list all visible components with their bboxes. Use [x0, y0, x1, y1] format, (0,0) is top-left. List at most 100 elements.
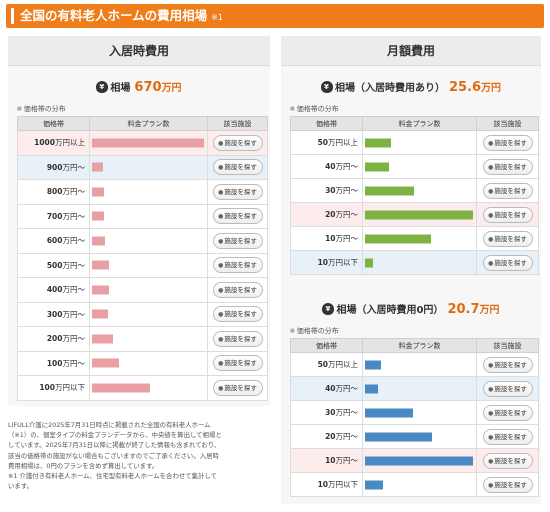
plan-count-cell: [362, 424, 477, 449]
search-facility-button[interactable]: 施設を探す: [482, 158, 533, 175]
price-unit: 万円～: [62, 334, 86, 344]
facility-cell: 施設を探す: [476, 130, 539, 155]
search-facility-button[interactable]: 施設を探す: [212, 183, 263, 200]
search-facility-button[interactable]: 施設を探す: [212, 281, 263, 298]
price-range-cell: 1000万円以上: [17, 130, 90, 156]
table-row: 40万円～ 施設を探す: [290, 376, 539, 401]
search-facility-button[interactable]: 施設を探す: [482, 182, 533, 199]
table-row: 1000万円以上 施設を探す: [17, 130, 268, 156]
price-unit: 万円～: [335, 234, 359, 243]
price-range-cell: 10万円～: [290, 226, 363, 251]
column-header: 料金プラン数: [362, 116, 477, 131]
table-row: 30万円～ 施設を探す: [290, 400, 539, 425]
footnote-line: 費用相場は、0円のプランを含めず算出しています。: [8, 461, 159, 470]
price-range-cell: 700万円～: [17, 203, 90, 229]
search-facility-button[interactable]: 施設を探す: [482, 134, 533, 151]
price-unit: 万円～: [335, 384, 359, 393]
price-value: 10: [325, 234, 336, 243]
plan-count-cell: [89, 154, 208, 180]
plan-count-bar: [92, 334, 113, 344]
price-value: 1000: [34, 138, 55, 148]
price-unit: 万円以下: [328, 258, 358, 267]
table-row: 200万円～ 施設を探す: [17, 326, 268, 352]
column-header: 該当施設: [207, 116, 268, 131]
price-unit: 万円～: [335, 186, 359, 195]
table-row: 10万円以下 施設を探す: [290, 472, 539, 497]
plan-count-bar: [365, 360, 381, 369]
plan-count-cell: [362, 202, 477, 227]
search-facility-button[interactable]: 施設を探す: [212, 379, 263, 396]
table-header-row: 価格帯 料金プラン数 該当施設: [17, 116, 268, 131]
search-facility-button[interactable]: 施設を探す: [212, 134, 263, 151]
search-facility-button[interactable]: 施設を探す: [482, 356, 533, 373]
plan-count-cell: [362, 130, 477, 155]
search-facility-button[interactable]: 施設を探す: [482, 428, 533, 445]
facility-cell: 施設を探す: [476, 400, 539, 425]
search-facility-button[interactable]: 施設を探す: [482, 254, 533, 271]
price-value: 800: [46, 187, 63, 197]
table-row: 600万円～ 施設を探す: [17, 228, 268, 254]
price-range-cell: 40万円～: [290, 376, 363, 401]
facility-cell: 施設を探す: [476, 202, 539, 227]
price-value: 40: [325, 162, 336, 171]
plan-count-cell: [89, 301, 208, 327]
price-unit: 万円～: [62, 211, 86, 221]
money-bag-icon: [320, 81, 333, 93]
plan-count-cell: [362, 178, 477, 203]
search-facility-button[interactable]: 施設を探す: [482, 476, 533, 493]
price-range-cell: 10万円以下: [290, 250, 363, 275]
search-facility-button[interactable]: 施設を探す: [482, 380, 533, 397]
plan-count-cell: [89, 326, 208, 352]
search-facility-button[interactable]: 施設を探す: [212, 306, 263, 323]
price-value: 100: [39, 383, 55, 393]
search-facility-button[interactable]: 施設を探す: [482, 452, 533, 469]
price-unit: 万円～: [62, 285, 86, 295]
price-value: 50: [317, 138, 328, 147]
initial-cost-heading: 入居時費用: [8, 36, 270, 66]
footnote-line: ※1 介護付き有料老人ホーム、住宅型有料老人ホームを合わせて集計して: [8, 472, 217, 481]
plan-count-cell: [89, 228, 208, 254]
price-range-cell: 20万円～: [290, 424, 363, 449]
table-row: 700万円～ 施設を探す: [17, 203, 268, 229]
price-range-cell: 10万円～: [290, 448, 363, 473]
search-facility-button[interactable]: 施設を探す: [212, 159, 263, 176]
plan-count-cell: [362, 352, 477, 377]
plan-count-bar: [365, 258, 373, 267]
monthly-without-table: 価格帯料金プラン数該当施設50万円以上施設を探す40万円～施設を探す30万円～施…: [290, 338, 539, 497]
search-facility-button[interactable]: 施設を探す: [212, 208, 263, 225]
price-value: 500: [46, 260, 63, 270]
search-facility-button[interactable]: 施設を探す: [212, 355, 263, 372]
table-header-row: 価格帯 料金プラン数 該当施設: [290, 338, 539, 353]
price-value: 600: [46, 236, 63, 246]
price-unit: 万円以上: [328, 360, 358, 369]
price-value: 10: [317, 480, 328, 489]
price-unit: 万円～: [62, 236, 86, 246]
search-facility-button[interactable]: 施設を探す: [212, 257, 263, 274]
monthly-cost-panel: 月額費用 相場（入居時費用あり）25.6万円 価格帯の分布 価格帯料金プラン数該…: [281, 36, 541, 504]
price-range-cell: 400万円～: [17, 277, 90, 303]
facility-cell: 施設を探す: [207, 228, 268, 254]
price-value: 200: [46, 334, 63, 344]
price-range-cell: 20万円～: [290, 202, 363, 227]
search-facility-button[interactable]: 施設を探す: [212, 330, 263, 347]
search-facility-button[interactable]: 施設を探す: [482, 404, 533, 421]
plan-count-bar: [365, 456, 473, 465]
price-unit: 万円～: [62, 358, 86, 368]
price-range-cell: 300万円～: [17, 301, 90, 327]
price-unit: 万円以下: [328, 480, 358, 489]
plan-count-bar: [92, 383, 150, 393]
monthly-cost-heading: 月額費用: [281, 36, 541, 66]
price-range-cell: 30万円～: [290, 178, 363, 203]
search-facility-button[interactable]: 施設を探す: [482, 230, 533, 247]
table-header-row: 価格帯 料金プラン数 該当施設: [290, 116, 539, 131]
table-row: 400万円～ 施設を探す: [17, 277, 268, 303]
column-header: 価格帯: [290, 116, 363, 131]
price-unit: 万円～: [62, 187, 86, 197]
table-row: 900万円～ 施設を探す: [17, 154, 268, 180]
search-facility-button[interactable]: 施設を探す: [482, 206, 533, 223]
search-facility-button[interactable]: 施設を探す: [212, 232, 263, 249]
table-row: 100万円以下 施設を探す: [17, 375, 268, 401]
price-range-cell: 10万円以下: [290, 472, 363, 497]
facility-cell: 施設を探す: [476, 472, 539, 497]
